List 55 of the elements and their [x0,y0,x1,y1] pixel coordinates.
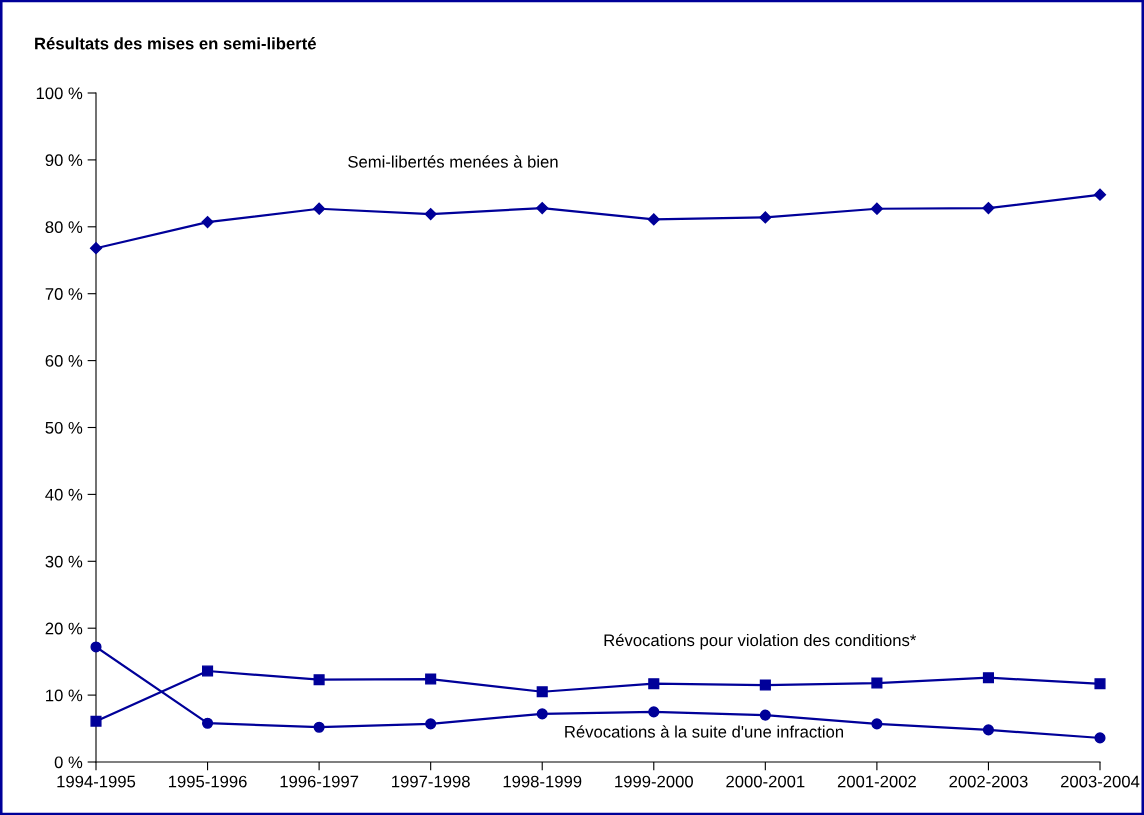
point [647,213,660,226]
y-tick-label: 0 % [54,756,83,769]
y-tick-label: 90 % [45,154,83,167]
x-tick-label: 2000-2001 [726,775,805,788]
y-tick-label: 20 % [45,622,83,635]
point [313,674,325,686]
point [759,211,772,224]
x-tick-label: 1998-1999 [503,775,582,788]
point [313,721,325,733]
point [870,202,883,215]
y-tick-label: 50 % [45,421,83,434]
point [313,202,326,215]
point [425,673,437,685]
y-tick-label: 40 % [45,488,83,501]
x-tick-label: 1995-1996 [168,775,247,788]
y-tick-label: 30 % [45,555,83,568]
point [536,708,548,720]
x-tick-label: 1994-1995 [57,775,136,788]
point [425,718,437,730]
point [201,717,214,729]
x-tick-label: 1999-2000 [615,775,693,788]
x-tick-label: 2001-2002 [837,775,916,788]
y-tick-label: 10 % [46,689,83,702]
x-tick-label: 1997-1998 [392,775,470,788]
y-tick-label: 70 % [45,288,83,300]
point [871,718,883,730]
point [648,678,660,690]
y-tick-label: 80 % [45,221,83,233]
chart-title: Résultats des mises en semi-liberté [35,37,316,50]
point [871,677,883,689]
x-tick-label: 1996-1997 [280,775,359,788]
point [648,706,660,718]
point [1093,188,1107,201]
point [759,709,771,721]
point [201,665,214,677]
x-tick-label: 2002-2003 [949,775,1028,788]
point [89,242,103,255]
point [1094,678,1106,690]
x-tick-label: 2003-2004 [1060,775,1140,788]
point [1094,732,1106,744]
point [201,216,214,229]
y-tick-label: 100 % [36,87,83,100]
point [90,715,102,727]
point [982,724,995,736]
point [424,207,437,221]
point [536,201,549,215]
text: Semi-libertés menées à bien [348,155,558,168]
y-tick-label: 60 % [45,355,83,367]
series-label: Révocations à la suite d'une infraction [565,725,844,738]
point [536,686,548,698]
series-label: Révocations pour violation des conditions* [604,633,917,650]
point [90,641,102,653]
point [982,201,995,215]
point [982,672,995,684]
point [759,679,771,691]
